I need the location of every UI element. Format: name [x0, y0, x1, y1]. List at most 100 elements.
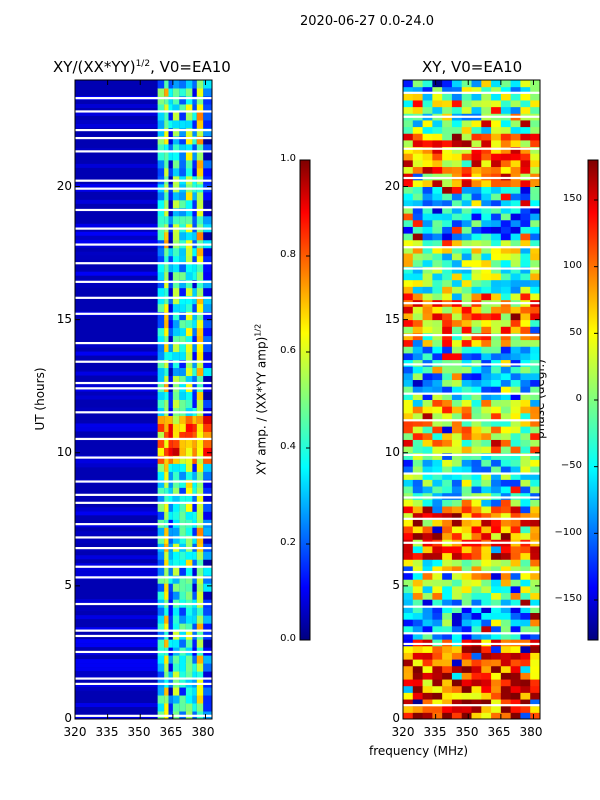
panel2-phase-cell: [510, 259, 521, 267]
tick-marks: [74, 80, 598, 720]
panel2-phase-cell: [510, 532, 521, 540]
panel2-phase-cell: [520, 426, 531, 434]
panel2-phase-cell: [530, 159, 541, 168]
panel2-phase-cell: [520, 366, 531, 374]
panel1-signal-cell: [179, 511, 186, 520]
panel1-bg-row: [75, 643, 158, 648]
panel1-signal-cell: [185, 511, 193, 520]
panel1-signal-cell: [192, 487, 197, 496]
panel2-phase-cell: [530, 532, 541, 540]
panel1-signal-cell: [196, 503, 204, 512]
panel2-phase-cell: [530, 652, 541, 660]
panel1-signal-cell: [179, 591, 186, 600]
panel2-phase-cell: [422, 512, 433, 520]
panel2-phase-cell: [451, 419, 463, 427]
panel2-phase-cell: [461, 306, 472, 314]
panel2-phase-cell: [442, 226, 453, 234]
panel1-signal-cell: [203, 551, 212, 560]
panel2-phase-cell: [451, 499, 463, 507]
panel2-phase-cell: [500, 93, 512, 101]
panel2-phase-cell: [461, 452, 472, 460]
panel1-signal-cell: [179, 103, 186, 113]
panel2-phase-cell: [510, 512, 521, 520]
panel1-signal-cell: [172, 503, 180, 512]
panel2-phase-cell: [510, 293, 521, 301]
panel1-signal-cell: [196, 623, 204, 632]
panel2-phase-cell: [500, 399, 512, 407]
panel1-signal-cell: [196, 423, 204, 432]
panel2-phase-cell: [432, 692, 443, 700]
panel2-phase-cell: [403, 525, 414, 534]
panel2-phase-cell: [520, 319, 531, 327]
panel1-signal-cell: [179, 463, 186, 472]
panel2-phase-cell: [432, 525, 443, 534]
panel1-flagged-row: [75, 714, 212, 717]
panel1-signal-cell: [164, 287, 169, 297]
panel1-signal-cell: [179, 367, 186, 377]
panel2-phase-cell: [412, 173, 424, 181]
panel2-phase-cell: [461, 312, 472, 321]
panel1-signal-cell: [164, 575, 169, 584]
panel2-phase-cell: [442, 559, 453, 567]
panel2-phase-cell: [451, 293, 463, 301]
panel2-phase-cell: [461, 219, 472, 227]
panel1-signal-cell: [172, 583, 180, 592]
panel1-signal-cell: [164, 271, 169, 281]
panel2-phase-cell: [412, 492, 424, 500]
panel1-signal-cell: [172, 303, 180, 313]
panel1-signal-cell: [179, 319, 186, 329]
panel1-signal-cell: [192, 535, 197, 544]
panel2-phase-cell: [500, 439, 512, 447]
panel1-signal-cell: [168, 143, 173, 153]
panel1-signal-cell: [192, 615, 197, 624]
panel1-signal-cell: [179, 327, 186, 337]
panel1-signal-cell: [157, 111, 165, 121]
panel1-signal-cell: [203, 487, 212, 496]
panel1-signal-cell: [203, 703, 212, 712]
panel1-signal-cell: [172, 511, 180, 520]
panel1-signal-cell: [179, 199, 186, 209]
panel2-phase-cell: [432, 426, 443, 434]
panel1-signal-cell: [192, 703, 197, 712]
panel1-signal-cell: [179, 207, 186, 217]
panel1-signal-cell: [172, 135, 180, 145]
panel2-phase-cell: [442, 139, 453, 148]
panel2-phase-cell: [412, 266, 424, 274]
panel2-phase-cell: [432, 293, 443, 301]
panel2-phase-cell: [403, 253, 414, 261]
panel2-phase-cell: [491, 213, 502, 221]
panel2-phase-cell: [403, 173, 414, 181]
panel1-signal-cell: [157, 135, 165, 145]
panel2-phase-cell: [520, 199, 531, 207]
panel1-signal-cell: [192, 431, 197, 440]
panel2-phase-cell: [481, 592, 492, 600]
panel2-phase-cell: [451, 159, 463, 168]
panel2-phase-cell: [451, 286, 463, 294]
panel1-signal-cell: [203, 391, 212, 400]
panel2-phase-cell: [520, 619, 531, 627]
panel2-phase-cell: [422, 93, 433, 101]
panel2-phase-cell: [422, 699, 433, 707]
panel2-phase-cell: [491, 392, 502, 400]
panel1-signal-cell: [164, 399, 169, 408]
panel1-signal-cell: [203, 303, 212, 313]
panel2-phase-cell: [432, 565, 443, 574]
panel2-phase-cell: [403, 259, 414, 267]
panel2-phase-cell: [422, 379, 433, 387]
panel1-signal-cell: [192, 271, 197, 281]
panel1-flagged-row: [75, 501, 212, 504]
panel2-phase-cell: [510, 466, 521, 474]
panel2-phase-cell: [520, 459, 531, 467]
panel2-phase-cell: [403, 213, 414, 221]
panel2-phase-cell: [481, 246, 492, 254]
panel2-phase-cell: [403, 679, 414, 687]
panel2-phase-cell: [412, 312, 424, 321]
panel2-phase-cell: [403, 266, 414, 274]
panel1-signal-cell: [157, 575, 165, 584]
panel2-phase-cell: [481, 432, 492, 440]
panel1-signal-cell: [196, 535, 204, 544]
panel2-phase-cell: [481, 266, 492, 274]
panel2-phase-cell: [471, 139, 482, 148]
panel2-phase-cell: [403, 699, 414, 707]
panel1-signal-cell: [179, 527, 186, 536]
